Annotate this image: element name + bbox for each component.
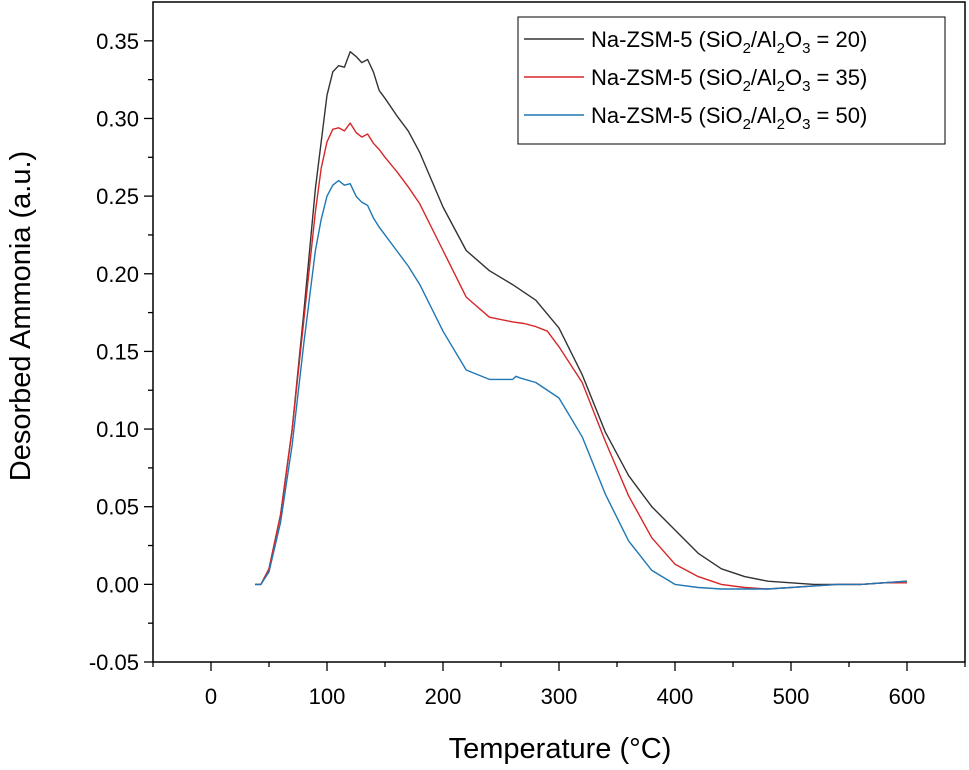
y-tick-label: 0.00 bbox=[96, 572, 139, 597]
x-tick-label: 300 bbox=[541, 684, 578, 709]
x-tick-label: 100 bbox=[309, 684, 346, 709]
y-tick-label: 0.35 bbox=[96, 29, 139, 54]
x-axis-title: Temperature (°C) bbox=[449, 733, 672, 765]
series-line-3 bbox=[255, 179, 908, 590]
series-line-1 bbox=[255, 51, 908, 586]
x-tick-label: 0 bbox=[205, 684, 217, 709]
y-tick-label: 0.05 bbox=[96, 495, 139, 520]
series-line-2 bbox=[255, 122, 907, 590]
y-tick-label: 0.20 bbox=[96, 262, 139, 287]
y-tick-label: 0.30 bbox=[96, 106, 139, 131]
legend-item-3: Na-ZSM-5 (SiO2/Al2O3 = 50) bbox=[524, 103, 867, 133]
legend: Na-ZSM-5 (SiO2/Al2O3 = 20) Na-ZSM-5 (SiO2… bbox=[517, 16, 946, 145]
legend-label: Na-ZSM-5 (SiO2/Al2O3 = 35) bbox=[591, 65, 867, 95]
legend-label: Na-ZSM-5 (SiO2/Al2O3 = 20) bbox=[591, 27, 867, 57]
y-tick-label: -0.05 bbox=[89, 650, 139, 675]
y-axis-ticks bbox=[144, 40, 153, 663]
y-tick-label: 0.15 bbox=[96, 339, 139, 364]
x-tick-label: 600 bbox=[889, 684, 926, 709]
legend-box bbox=[517, 16, 946, 145]
legend-label: Na-ZSM-5 (SiO2/Al2O3 = 50) bbox=[591, 103, 867, 133]
legend-item-1: Na-ZSM-5 (SiO2/Al2O3 = 20) bbox=[524, 27, 867, 57]
y-tick-label: 0.25 bbox=[96, 184, 139, 209]
x-axis-tick-labels: 0 100 200 300 400 500 600 bbox=[205, 684, 925, 709]
series-group bbox=[255, 51, 908, 590]
legend-item-2: Na-ZSM-5 (SiO2/Al2O3 = 35) bbox=[524, 65, 867, 95]
x-tick-label: 500 bbox=[773, 684, 810, 709]
x-tick-label: 200 bbox=[425, 684, 462, 709]
y-axis-title: Desorbed Ammonia (a.u.) bbox=[5, 151, 37, 481]
x-axis-ticks bbox=[152, 662, 966, 671]
y-tick-label: 0.10 bbox=[96, 417, 139, 442]
x-tick-label: 400 bbox=[657, 684, 694, 709]
y-axis-tick-labels: -0.05 0.00 0.05 0.10 0.15 0.20 0.25 0.30 0.35 bbox=[89, 29, 139, 675]
